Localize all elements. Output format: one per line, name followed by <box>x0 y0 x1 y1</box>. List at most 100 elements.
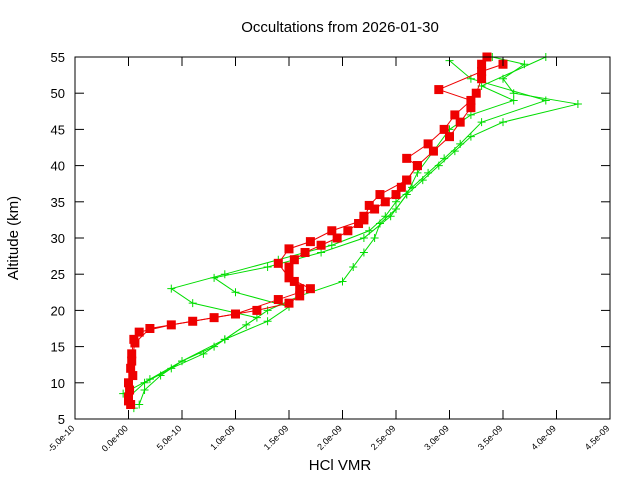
square-marker <box>439 124 449 134</box>
square-marker <box>316 240 326 250</box>
square-marker <box>359 215 369 225</box>
plus-marker <box>349 262 358 271</box>
square-marker <box>370 204 380 214</box>
square-marker <box>145 324 155 333</box>
y-tick-label: 50 <box>51 86 65 101</box>
profile-line <box>128 63 504 401</box>
profile-line <box>127 56 488 405</box>
plus-marker <box>573 100 582 109</box>
x-tick-label: 4.0e-09 <box>529 423 558 452</box>
square-marker <box>134 327 144 337</box>
y-tick-label: 45 <box>51 122 65 137</box>
y-tick-label: 30 <box>51 231 65 246</box>
plus-marker <box>220 335 229 344</box>
square-marker <box>188 316 198 326</box>
square-marker <box>305 237 315 247</box>
square-marker <box>284 298 294 308</box>
plus-marker <box>317 248 326 257</box>
square-marker <box>295 291 305 301</box>
square-marker <box>428 146 438 156</box>
plus-marker <box>359 234 368 242</box>
plus-marker <box>392 197 400 206</box>
square-marker <box>354 219 364 229</box>
plus-marker <box>413 168 422 177</box>
plot-frame <box>74 56 611 420</box>
plus-marker <box>440 154 449 163</box>
square-marker <box>125 385 135 395</box>
plus-marker <box>220 270 229 279</box>
profile-line <box>138 60 548 405</box>
y-tick-label: 55 <box>51 50 65 65</box>
square-marker <box>124 378 133 388</box>
plus-marker <box>263 317 272 326</box>
plus-marker <box>509 89 518 98</box>
x-tick-label: 4.5e-09 <box>583 423 612 452</box>
square-marker <box>252 305 262 315</box>
plus-marker <box>499 118 507 127</box>
y-tick-label: 25 <box>51 267 65 282</box>
y-tick-label: 35 <box>51 195 65 210</box>
square-marker <box>423 139 433 149</box>
x-axis-label: HCl VMR <box>309 457 372 474</box>
profile-line <box>127 56 579 409</box>
square-marker <box>128 371 138 381</box>
plus-marker <box>140 386 149 395</box>
y-tick-label: 15 <box>51 340 65 355</box>
square-marker <box>380 197 390 207</box>
square-marker <box>391 190 401 200</box>
y-tick-label: 40 <box>51 159 65 174</box>
plot-area <box>119 52 582 413</box>
x-tick-label: 3.0e-09 <box>422 423 451 452</box>
plus-marker <box>456 139 465 148</box>
plus-marker <box>370 234 379 242</box>
square-marker <box>300 247 310 257</box>
square-marker <box>231 309 240 319</box>
square-marker <box>450 110 460 120</box>
square-marker <box>477 74 487 84</box>
plus-marker <box>140 378 149 387</box>
square-marker <box>471 88 481 98</box>
x-tick-label: 0.0e+00 <box>100 423 130 453</box>
square-marker <box>375 190 385 200</box>
square-marker <box>289 276 299 286</box>
plus-marker <box>477 118 486 127</box>
plus-marker <box>359 248 368 257</box>
plus-marker <box>424 168 433 177</box>
square-marker <box>273 295 283 305</box>
x-tick-label: 2.5e-09 <box>369 423 398 452</box>
plus-marker <box>541 96 550 105</box>
square-marker <box>466 95 476 105</box>
y-tick-label: 10 <box>51 376 65 391</box>
square-marker <box>127 356 137 366</box>
square-marker <box>477 66 487 76</box>
square-marker <box>295 284 305 294</box>
square-marker <box>364 200 374 210</box>
plus-marker <box>386 212 395 221</box>
x-tick-label: -5.0e-10 <box>46 423 77 454</box>
plus-marker <box>466 110 475 119</box>
square-marker <box>305 284 315 294</box>
y-tick-label: 5 <box>58 412 65 427</box>
plus-marker <box>210 273 219 282</box>
plus-marker <box>252 313 261 322</box>
square-marker <box>126 363 136 373</box>
chart-title: Occultations from 2026-01-30 <box>241 19 439 36</box>
square-marker <box>327 226 337 236</box>
plus-marker <box>167 284 176 293</box>
square-marker <box>402 153 412 163</box>
square-marker <box>284 273 294 283</box>
square-marker <box>284 262 294 272</box>
x-tick-label: 2.0e-09 <box>315 423 344 452</box>
x-tick-label: 1.5e-09 <box>262 423 291 452</box>
square-marker <box>332 233 342 243</box>
plus-marker <box>263 262 272 271</box>
plus-marker <box>178 357 186 366</box>
square-marker <box>289 255 299 265</box>
square-marker <box>477 59 487 69</box>
square-marker <box>412 161 422 171</box>
square-marker <box>466 103 476 113</box>
plus-marker <box>135 400 144 409</box>
plus-marker <box>509 96 518 105</box>
plus-marker <box>188 299 197 308</box>
